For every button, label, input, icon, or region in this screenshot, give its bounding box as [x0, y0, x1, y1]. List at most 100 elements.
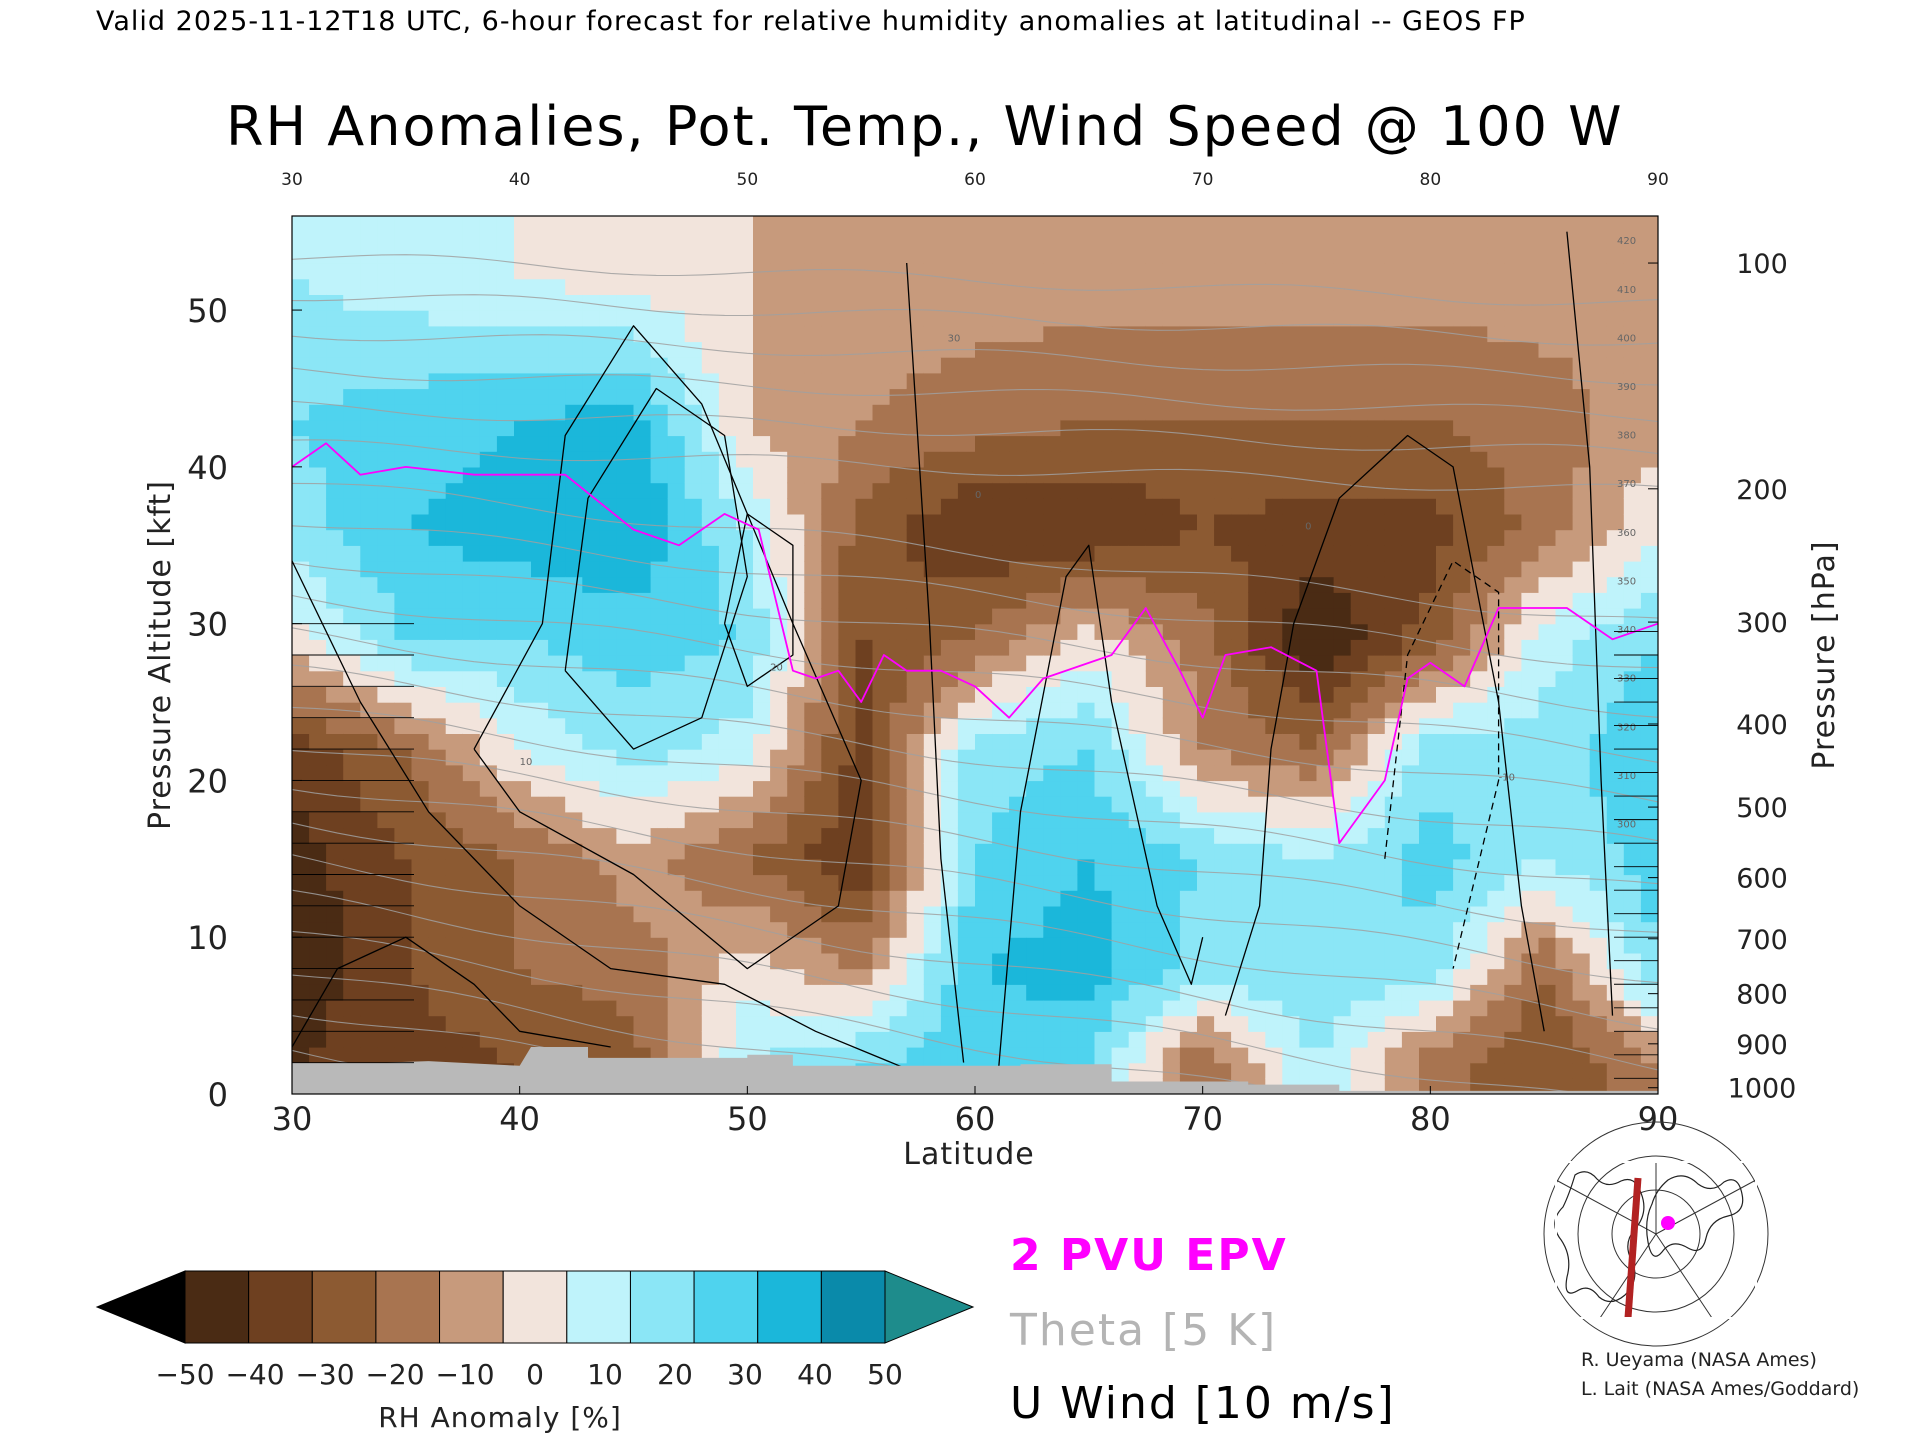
heatmap-cell: [1179, 388, 1198, 405]
heatmap-cell: [770, 388, 788, 405]
heatmap-cell: [1111, 749, 1130, 766]
heatmap-cell: [821, 780, 839, 797]
heatmap-cell: [633, 984, 652, 1001]
heatmap-cell: [906, 545, 925, 562]
heatmap-cell: [326, 247, 344, 264]
heatmap-cell: [428, 545, 447, 562]
heatmap-cell: [531, 294, 549, 311]
heatmap-cell: [394, 655, 413, 672]
heatmap-cell: [1401, 247, 1420, 264]
heatmap-cell: [889, 811, 908, 829]
heatmap-cell: [1214, 435, 1232, 452]
heatmap-cell: [667, 1031, 686, 1048]
heatmap-cell: [838, 592, 857, 609]
heatmap-cell: [1282, 482, 1300, 499]
heatmap-cell: [1487, 1047, 1505, 1064]
heatmap-cell: [1111, 1047, 1130, 1064]
heatmap-cell: [736, 702, 754, 719]
heatmap-cell: [1367, 764, 1386, 782]
heatmap-cell: [992, 999, 1010, 1017]
heatmap-cell: [1384, 498, 1403, 515]
heatmap-cell: [1555, 294, 1574, 311]
heatmap-cell: [1487, 639, 1505, 656]
heatmap-cell: [428, 419, 447, 437]
heatmap-cell: [821, 717, 839, 734]
heatmap-cell: [667, 608, 686, 625]
heatmap-cell: [1453, 623, 1471, 640]
heatmap-cell: [753, 858, 771, 876]
colorbar-swatch: [693, 1270, 759, 1344]
heatmap-cell: [1419, 952, 1437, 970]
heatmap-cell: [1179, 216, 1198, 233]
heatmap-cell: [326, 780, 344, 797]
heatmap-cell: [411, 513, 430, 531]
heatmap-cell: [514, 905, 532, 923]
heatmap-cell: [787, 1015, 805, 1032]
heatmap-cell: [1504, 937, 1522, 954]
heatmap-cell: [1401, 325, 1420, 343]
heatmap-cell: [1589, 655, 1608, 672]
heatmap-cell: [496, 921, 515, 938]
heatmap-cell: [1401, 749, 1420, 766]
heatmap-cell: [923, 560, 942, 578]
heatmap-cell: [940, 513, 959, 531]
u-wind-contour-line: [1224, 434, 1545, 1032]
heatmap-cell: [428, 749, 447, 766]
heatmap-cell: [1197, 639, 1215, 656]
heatmap-cell: [650, 968, 669, 985]
heatmap-cell: [1179, 905, 1198, 923]
heatmap-cell: [599, 294, 618, 311]
heatmap-cell: [479, 874, 498, 891]
heatmap-cell: [599, 419, 618, 437]
heatmap-cell: [565, 560, 583, 578]
heatmap-cell: [343, 639, 361, 656]
heatmap-cell: [1248, 513, 1266, 531]
heatmap-cell: [872, 623, 891, 640]
heatmap-cell: [394, 247, 413, 264]
heatmap-cell: [787, 325, 805, 343]
heatmap-cell: [1145, 466, 1164, 484]
heatmap-cell: [1316, 325, 1335, 343]
heatmap-cell: [565, 843, 583, 860]
heatmap-cell: [1060, 764, 1079, 782]
heatmap-cell: [787, 843, 805, 860]
theta-contour-label: 340: [1617, 625, 1636, 636]
heatmap-cell: [309, 216, 327, 233]
heatmap-cell: [667, 388, 686, 405]
y2-tick-label: 400: [1736, 710, 1788, 741]
heatmap-cell: [1179, 310, 1198, 327]
heatmap-cell: [1572, 623, 1591, 640]
heatmap-cell: [821, 529, 839, 546]
heatmap-cell: [1111, 639, 1130, 656]
heatmap-cell: [1162, 419, 1181, 437]
heatmap-cell: [1453, 278, 1471, 295]
heatmap-cell: [975, 419, 993, 437]
heatmap-cell: [1299, 796, 1318, 813]
heatmap-cell: [838, 451, 857, 468]
heatmap-cell: [838, 984, 857, 1001]
heatmap-cell: [394, 294, 413, 311]
heatmap-cell: [684, 999, 703, 1017]
heatmap-cell: [1197, 435, 1215, 452]
heatmap-cell: [667, 372, 686, 390]
heatmap-cell: [1538, 560, 1557, 578]
heatmap-cell: [565, 984, 583, 1001]
heatmap-cell: [496, 686, 515, 703]
heatmap-cell: [531, 482, 549, 499]
heatmap-cell: [1623, 702, 1642, 719]
heatmap-cell: [514, 670, 532, 687]
heatmap-cell: [1214, 686, 1232, 703]
heatmap-cell: [753, 796, 771, 813]
heatmap-cell: [1436, 1062, 1454, 1079]
heatmap-cell: [1162, 466, 1181, 484]
heatmap-cell: [1572, 764, 1591, 782]
heatmap-cell: [650, 921, 669, 938]
heatmap-cell: [1401, 263, 1420, 280]
heatmap-cell: [1282, 278, 1300, 295]
heatmap-cell: [770, 529, 788, 546]
heatmap-cell: [1009, 937, 1027, 954]
heatmap-cell: [1162, 670, 1181, 687]
heatmap-cell: [1333, 513, 1352, 531]
heatmap-cell: [1197, 404, 1215, 421]
